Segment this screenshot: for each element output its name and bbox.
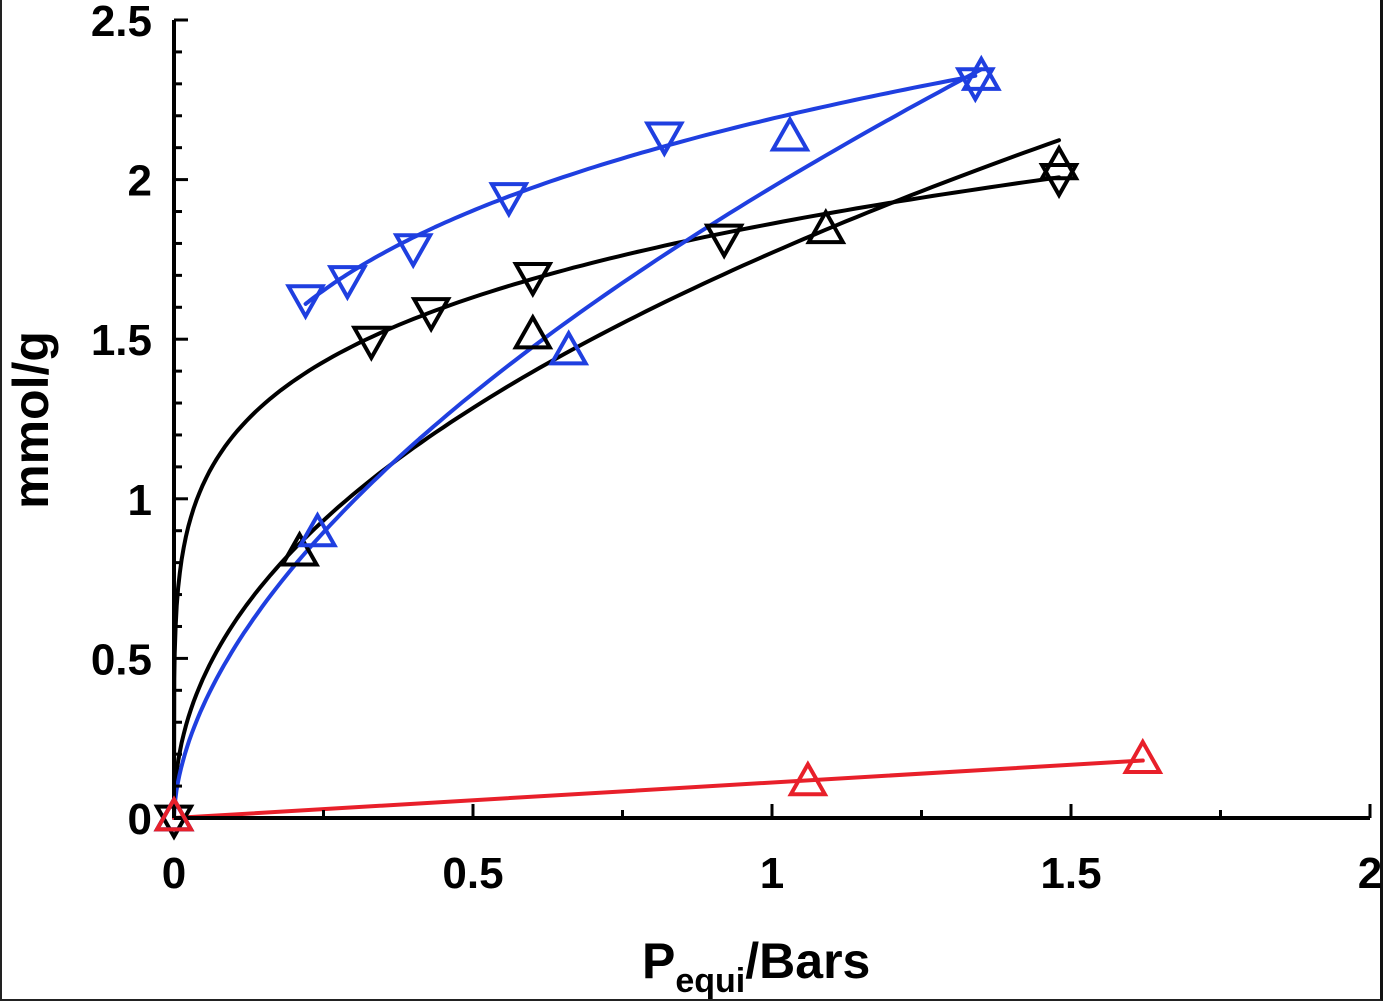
x-tick-label: 2 xyxy=(1358,849,1382,898)
y-tick-label: 1 xyxy=(128,476,152,525)
series-0-point xyxy=(703,223,745,260)
series-3-point xyxy=(297,511,338,548)
y-tick-label: 0 xyxy=(128,795,152,844)
series-3-point xyxy=(548,329,590,366)
series-0-point xyxy=(512,261,554,299)
fit-curves xyxy=(172,67,1145,820)
x-axis-title-rest: /Bars xyxy=(745,933,870,989)
series-2-point xyxy=(392,233,434,270)
series-4-curve xyxy=(172,758,1145,820)
series-0-curve xyxy=(172,175,1061,820)
series-2-point xyxy=(488,182,530,219)
series-0-point xyxy=(350,325,392,362)
series-1-point xyxy=(805,208,847,245)
x-tick-label: 1.5 xyxy=(1040,849,1101,898)
series-1-point xyxy=(512,313,554,350)
series-2-point xyxy=(643,121,685,158)
series-0-point xyxy=(153,804,195,841)
x-tick-label: 0 xyxy=(162,849,186,898)
y-tick-label: 1.5 xyxy=(91,316,152,365)
axes xyxy=(172,18,1372,820)
y-tick-label: 0.5 xyxy=(91,635,152,684)
series-3-point xyxy=(960,54,1002,91)
y-tick-label: 2 xyxy=(128,157,152,206)
series-1-curve xyxy=(172,138,1061,820)
x-tick-label: 0.5 xyxy=(442,849,503,898)
series-0-point xyxy=(410,297,452,334)
series-2-curve xyxy=(303,73,978,306)
series-1-point xyxy=(279,530,321,567)
series-2-point xyxy=(285,284,326,321)
data-markers xyxy=(153,54,1164,841)
series-4-point xyxy=(787,760,829,797)
series-3-curve xyxy=(172,67,984,820)
y-axis-title: mmol/g xyxy=(3,331,59,509)
x-tick-label: 1 xyxy=(760,849,784,898)
x-axis-title-main: P xyxy=(642,933,675,989)
x-axis-title: Pequi/Bars xyxy=(642,933,870,1000)
series-2-point xyxy=(326,265,368,302)
x-axis-title-sub: equi xyxy=(675,962,745,1000)
series-4-point xyxy=(1122,737,1164,774)
series-3-point xyxy=(769,115,811,152)
y-tick-label: 2.5 xyxy=(91,0,152,46)
series-1-point xyxy=(1038,144,1080,181)
series-4-point xyxy=(153,795,195,832)
tick-labels: 0 0.5 1 1.5 2 0 0.5 1 1.5 2 2.5 xyxy=(91,0,1382,898)
